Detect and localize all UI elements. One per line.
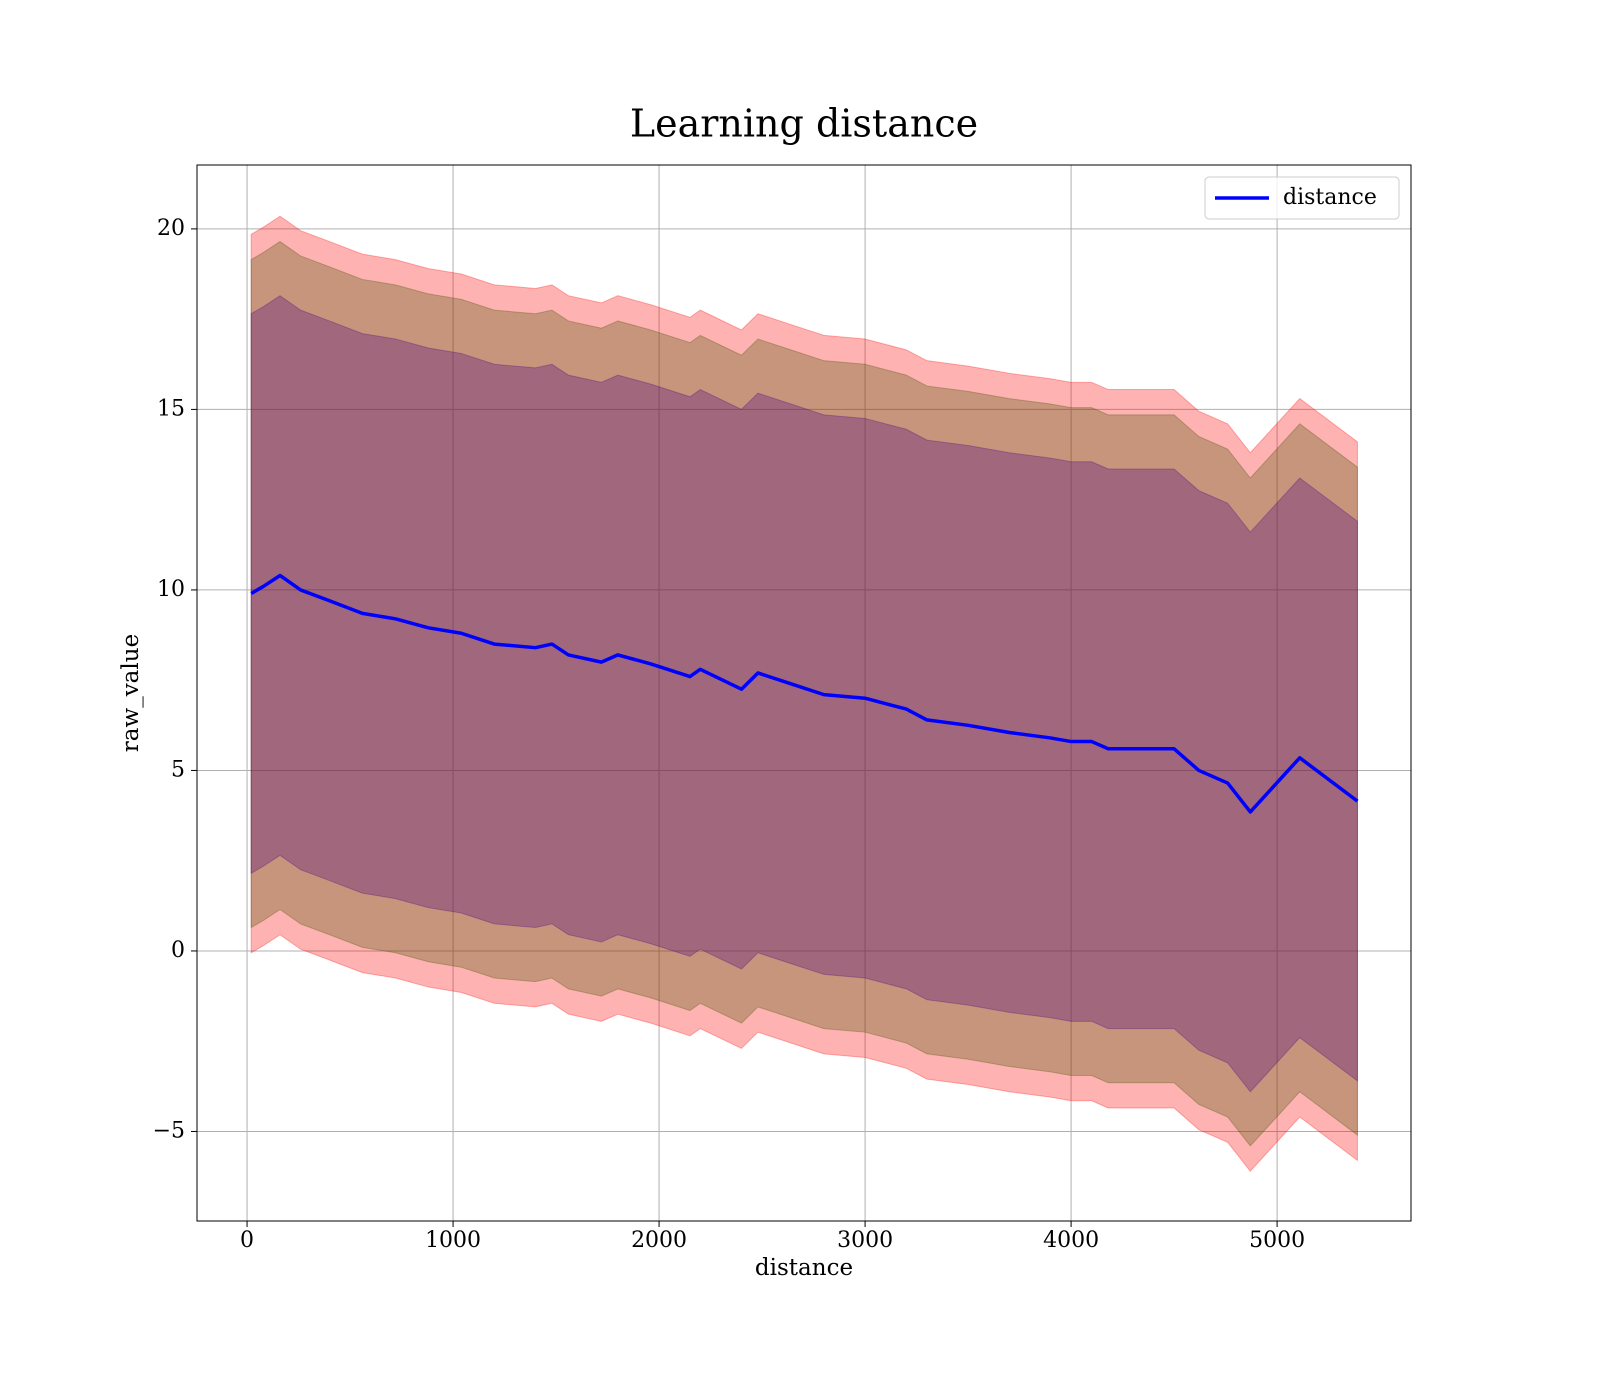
x-tick-label: 4000 <box>1043 1228 1099 1253</box>
legend-box <box>1204 176 1400 220</box>
y-axis-label: raw_value <box>118 634 144 752</box>
x-tick-label: 5000 <box>1249 1228 1305 1253</box>
y-tick-label: 10 <box>157 577 185 602</box>
band <box>250 240 1358 1147</box>
y-tick-label: 5 <box>171 757 185 782</box>
x-tick-label: 0 <box>240 1228 254 1253</box>
line <box>250 573 1359 814</box>
x-axis-label: distance <box>755 1255 853 1281</box>
chart-title: Learning distance <box>630 102 978 146</box>
x-tick-label: 2000 <box>631 1228 687 1253</box>
legend-label: distance <box>1283 185 1377 210</box>
y-tick-label: 15 <box>157 396 185 421</box>
plot-frame <box>196 164 1412 1222</box>
band <box>250 295 1358 1093</box>
y-tick-label: −5 <box>153 1118 185 1143</box>
y-tick-label: 0 <box>171 938 185 963</box>
y-tick-label: 20 <box>157 216 185 241</box>
band <box>250 215 1358 1172</box>
x-tick-label: 1000 <box>425 1228 481 1253</box>
x-tick-label: 3000 <box>837 1228 893 1253</box>
